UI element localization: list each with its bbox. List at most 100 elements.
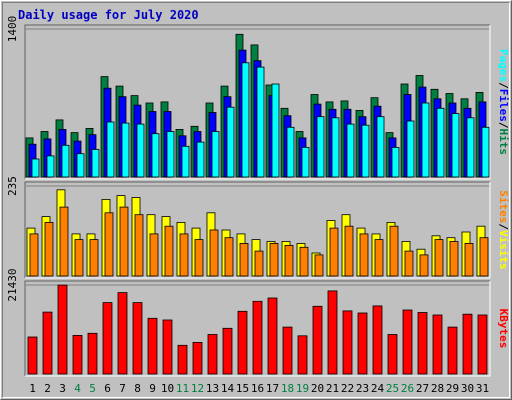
panel-hits-files-pages-edge-light — [25, 25, 491, 180]
bar-sites-day-26 — [404, 250, 414, 277]
ytick-label-visits-sites: 235 — [6, 176, 19, 196]
legend-item-visits: Visits — [497, 230, 510, 270]
xtick-label-day-4: 4 — [74, 382, 81, 395]
xtick-label-day-26: 26 — [401, 382, 414, 395]
bar-pages-day-31 — [481, 126, 490, 178]
xtick-label-day-21: 21 — [326, 382, 339, 395]
bar-pages-day-6 — [106, 121, 115, 178]
bar-kbytes-day-1 — [27, 336, 38, 375]
bar-pages-day-28 — [436, 107, 445, 178]
bar-sites-day-1 — [29, 233, 39, 277]
bar-kbytes-day-15 — [237, 310, 248, 375]
bar-kbytes-day-20 — [312, 305, 323, 375]
xtick-label-day-18: 18 — [281, 382, 294, 395]
bar-pages-day-8 — [136, 123, 145, 178]
bar-sites-day-31 — [479, 237, 489, 277]
bar-sites-day-18 — [284, 244, 294, 277]
bar-sites-day-20 — [314, 254, 324, 277]
bar-pages-day-22 — [346, 123, 355, 178]
bar-sites-day-5 — [89, 239, 99, 277]
bar-sites-day-13 — [209, 229, 219, 277]
legend-separator: / — [497, 223, 510, 230]
bar-pages-day-17 — [271, 83, 280, 178]
legend-item-kbytes: KBytes — [497, 309, 510, 349]
bar-kbytes-day-11 — [177, 344, 188, 375]
xtick-label-day-11: 11 — [176, 382, 189, 395]
bar-pages-day-30 — [466, 117, 475, 178]
xtick-label-day-15: 15 — [236, 382, 249, 395]
bar-kbytes-day-12 — [192, 341, 203, 375]
xtick-label-day-8: 8 — [134, 382, 141, 395]
xtick-label-day-13: 13 — [206, 382, 219, 395]
bar-kbytes-day-13 — [207, 334, 218, 375]
bar-kbytes-day-24 — [372, 305, 383, 375]
bar-kbytes-day-29 — [447, 326, 458, 375]
bar-sites-day-23 — [359, 233, 369, 277]
bar-kbytes-day-22 — [342, 310, 353, 375]
bar-pages-day-19 — [301, 146, 310, 178]
bar-sites-day-16 — [254, 250, 264, 277]
xtick-label-day-31: 31 — [476, 382, 489, 395]
bar-pages-day-5 — [91, 149, 100, 178]
legend-item-pages: Pages — [497, 49, 510, 82]
legend-item-files: Files — [497, 89, 510, 122]
bar-kbytes-day-10 — [162, 319, 173, 375]
xtick-label-day-3: 3 — [59, 382, 66, 395]
bar-pages-day-7 — [121, 122, 130, 178]
bar-pages-day-13 — [211, 131, 220, 178]
bar-pages-day-2 — [46, 155, 55, 178]
bar-kbytes-day-19 — [297, 335, 308, 375]
bar-kbytes-day-26 — [402, 309, 413, 375]
bar-kbytes-day-30 — [462, 313, 473, 375]
panel-kbytes-edge-dark — [24, 280, 490, 376]
bar-sites-day-24 — [374, 239, 384, 277]
x-axis: 1 2 3 4 5 6 7 8 9 10 11 12 13 14 15 16 17 18 19 20 21 22 23 24 2… — [29, 382, 489, 395]
legend-item-hits: Hits — [497, 129, 510, 156]
bar-sites-day-30 — [464, 242, 474, 277]
legend-item-sites: Sites — [497, 190, 510, 223]
bar-pages-day-25 — [391, 146, 400, 178]
xtick-label-day-20: 20 — [311, 382, 324, 395]
bar-kbytes-day-18 — [282, 326, 293, 375]
bar-pages-day-20 — [316, 116, 325, 178]
bar-sites-day-12 — [194, 239, 204, 277]
bar-pages-day-27 — [421, 102, 430, 178]
xtick-label-day-1: 1 — [29, 382, 36, 395]
ytick-label-kbytes: 21430 — [6, 268, 19, 301]
bar-kbytes-day-25 — [387, 334, 398, 375]
xtick-label-day-24: 24 — [371, 382, 385, 395]
xtick-label-day-29: 29 — [446, 382, 459, 395]
bar-sites-day-8 — [134, 214, 144, 277]
bar-pages-day-24 — [376, 116, 385, 178]
bar-sites-day-27 — [419, 254, 429, 277]
panel-visits-sites-edge-light — [25, 182, 491, 279]
bar-sites-day-11 — [179, 233, 189, 277]
bar-pages-day-14 — [226, 106, 235, 178]
bar-pages-day-1 — [31, 158, 40, 178]
xtick-label-day-27: 27 — [416, 382, 429, 395]
bar-pages-day-3 — [61, 144, 70, 178]
xtick-label-day-28: 28 — [431, 382, 444, 395]
bar-pages-day-23 — [361, 124, 370, 178]
bar-kbytes-day-27 — [417, 312, 428, 375]
legend-separator: / — [497, 82, 510, 89]
bar-sites-day-6 — [104, 212, 114, 277]
bar-kbytes-day-5 — [87, 332, 98, 375]
bar-kbytes-day-17 — [267, 297, 278, 375]
xtick-label-day-23: 23 — [356, 382, 369, 395]
bar-kbytes-day-7 — [117, 292, 128, 375]
bar-kbytes-day-9 — [147, 317, 158, 375]
bar-kbytes-day-28 — [432, 314, 443, 375]
bar-sites-day-17 — [269, 242, 279, 277]
legend-label-hits-files-pages: Pages/Files/Hits — [497, 49, 510, 155]
chart-panels: 1400Pages/Files/Hits235Sites/Visits21430… — [6, 16, 510, 377]
bar-pages-day-26 — [406, 120, 415, 178]
ytick-label-hits-files-pages: 1400 — [6, 16, 19, 43]
bar-sites-day-9 — [149, 233, 159, 277]
panel-kbytes: 21430 KBytes — [6, 268, 510, 377]
bar-kbytes-day-14 — [222, 327, 233, 375]
bar-kbytes-day-4 — [72, 334, 83, 375]
xtick-label-day-10: 10 — [161, 382, 174, 395]
